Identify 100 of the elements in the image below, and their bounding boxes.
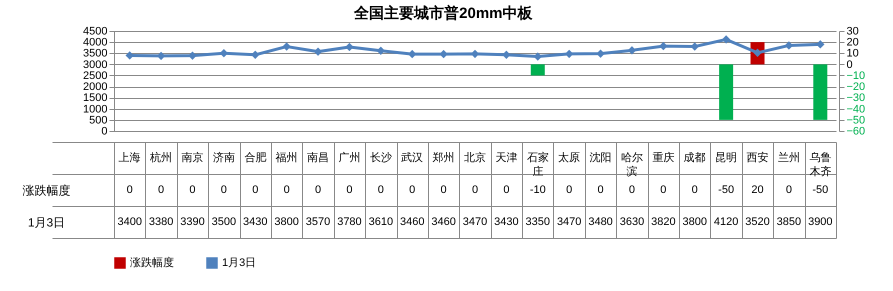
y-tick-label: 4500 [83, 26, 108, 38]
data-label: 0 [158, 184, 164, 196]
x-tick-label: 石家庄 [526, 151, 549, 178]
data-label: 0 [566, 184, 572, 196]
x-tick-label: 哈尔滨 [620, 152, 643, 178]
data-label: 3500 [212, 216, 236, 228]
x-tick-label: 武汉 [401, 151, 424, 164]
point [722, 35, 730, 44]
data-label: -10 [530, 184, 546, 196]
x-tick-label: 合肥 [244, 151, 266, 164]
data-label: 3800 [682, 216, 707, 228]
point [408, 50, 416, 58]
x-tick-label: 天津 [495, 151, 518, 164]
x-tick-label: 杭州 [149, 151, 172, 164]
data-label: 3350 [526, 216, 550, 228]
legend-label: 1月3日 [222, 257, 256, 269]
data-label: 0 [628, 184, 636, 196]
data-label: 3570 [306, 216, 330, 228]
x-tick-label: 太原 [558, 151, 580, 164]
data-label: 3390 [180, 216, 205, 228]
y2-tick-label: 10 [846, 48, 859, 60]
y-tick-label: 1000 [83, 103, 108, 116]
x-tick-label: 南昌 [307, 151, 330, 164]
data-label: 0 [252, 184, 258, 196]
data-label: 0 [440, 184, 447, 196]
x-tick-label: 昆明 [715, 152, 738, 164]
data-label: 3610 [368, 216, 394, 228]
data-label: 0 [314, 184, 322, 196]
x-tick-label: 福州 [276, 151, 298, 164]
data-label: 3380 [148, 216, 174, 228]
data-label: 3520 [745, 216, 770, 228]
data-label: -50 [812, 184, 828, 196]
data-label: 3900 [808, 216, 833, 228]
y-tick-label: 4000 [83, 36, 108, 49]
x-tick-label: 西安 [746, 151, 769, 164]
data-label: 4120 [714, 216, 738, 228]
legend-label: 涨跌幅度 [130, 256, 174, 269]
point [314, 47, 322, 56]
y-tick-label: 2000 [83, 81, 108, 94]
y2-tick-label: 0 [846, 58, 853, 71]
y-tick-label: 1500 [83, 92, 108, 104]
y2-tick-label: −40 [846, 103, 866, 116]
point [282, 42, 291, 51]
data-label: 3820 [651, 216, 676, 228]
y-tick-label: 3000 [83, 58, 108, 71]
data-label: 0 [126, 184, 133, 196]
y2-tick-label: 30 [846, 26, 859, 38]
data-label: 0 [786, 184, 792, 196]
data-label: 3430 [243, 216, 268, 228]
y-tick-label: 2500 [83, 70, 108, 82]
point [628, 46, 636, 55]
data-label: 0 [692, 184, 698, 196]
data-label: 0 [409, 184, 416, 196]
data-label: 0 [503, 184, 510, 196]
x-tick-label: 乌鲁木齐 [809, 152, 832, 178]
y2-tick-label: −20 [846, 81, 866, 94]
data-label: 3470 [556, 216, 582, 228]
text: 涨跌幅度 [22, 184, 70, 198]
x-tick-label: 兰州 [778, 151, 800, 164]
data-label: 3800 [274, 216, 299, 228]
point [690, 42, 699, 51]
data-label: 0 [472, 184, 478, 196]
data-label: 3850 [776, 216, 802, 228]
text: 1月3日 [28, 216, 66, 230]
x-tick-label: 北京 [464, 151, 486, 164]
point [534, 52, 542, 61]
y2-tick-label: −60 [846, 126, 866, 138]
y2-tick-label: 20 [846, 36, 859, 49]
data-label: 0 [598, 184, 604, 196]
y2-tick-label: −50 [846, 114, 866, 126]
y-tick-label: 500 [89, 114, 108, 126]
data-label: 0 [220, 184, 227, 196]
data-label: 3400 [117, 216, 142, 228]
data-label: 3480 [588, 216, 613, 228]
x-tick-label: 长沙 [370, 151, 392, 164]
data-label: -50 [718, 184, 734, 196]
x-tick-label: 成都 [684, 151, 706, 164]
data-label: 0 [189, 184, 196, 196]
y2-tick-label: −30 [846, 92, 866, 104]
data-label: 3630 [620, 216, 644, 228]
data-label: 3430 [494, 216, 519, 228]
data-label: 3780 [337, 216, 362, 228]
x-tick-label: 沈阳 [590, 151, 612, 164]
data-label: 0 [660, 184, 666, 196]
data-label: 3470 [462, 216, 488, 228]
data-label: 20 [751, 184, 764, 196]
data-label: 0 [346, 184, 352, 196]
y-tick-label: 0 [101, 126, 108, 138]
x-tick-label: 南京 [181, 151, 204, 164]
y2-tick-label: −10 [846, 70, 866, 82]
data-label: 0 [378, 184, 384, 196]
data-label: 3460 [400, 216, 424, 228]
data-label: 3460 [431, 216, 456, 228]
point [251, 50, 260, 59]
y-tick-label: 3500 [83, 48, 108, 60]
chart-title: 全国主要城市普20mm中板 [353, 4, 534, 22]
x-tick-label: 上海 [118, 151, 141, 164]
x-tick-label: 重庆 [652, 151, 674, 164]
x-tick-label: 郑州 [432, 151, 455, 164]
data-label: 0 [284, 184, 290, 196]
